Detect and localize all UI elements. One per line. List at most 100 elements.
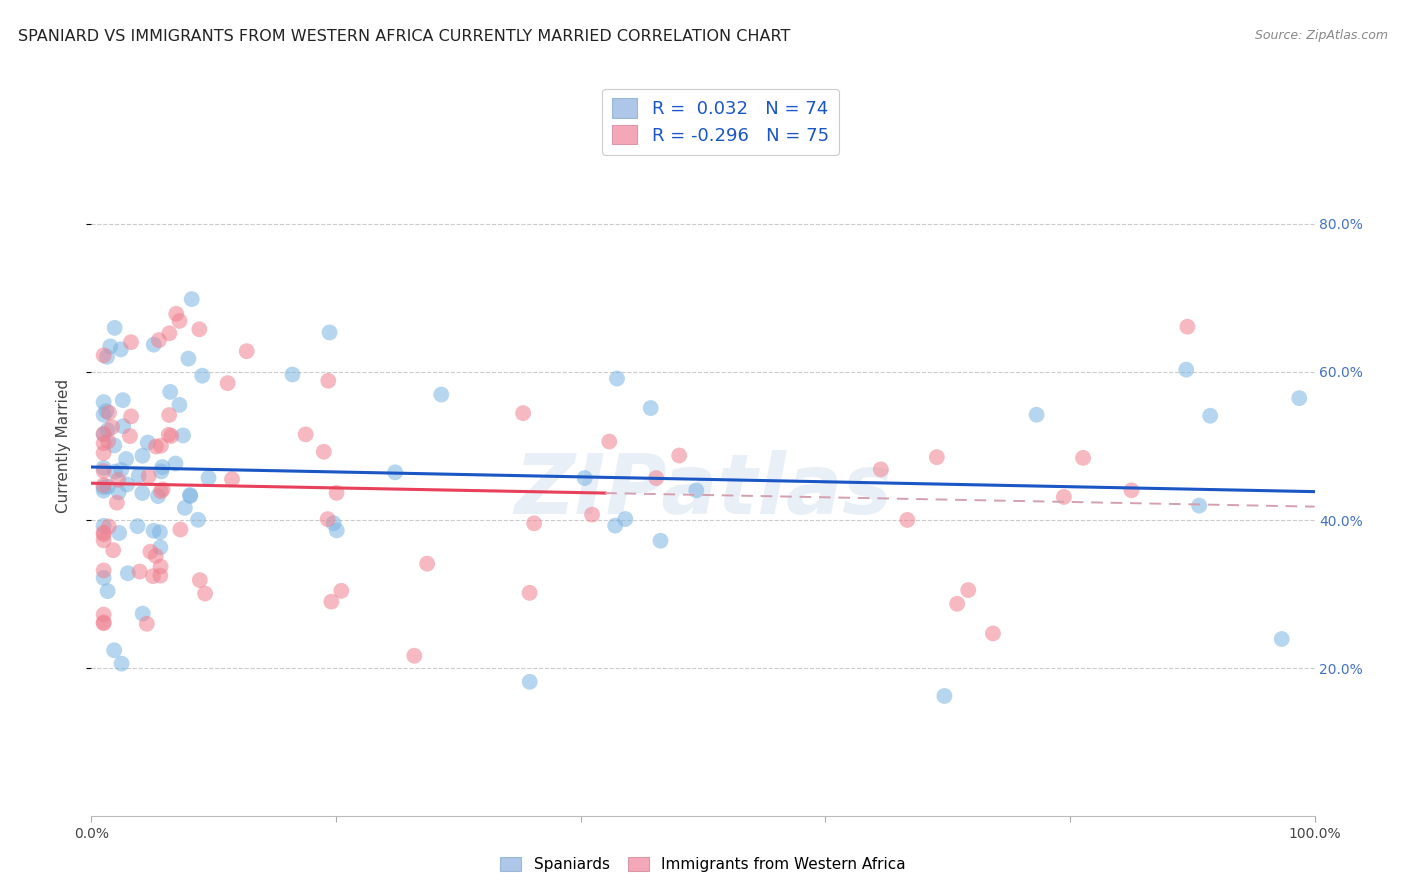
Point: [191, 368, 214, 383]
Point: [138, 469, 160, 483]
Point: [93, 478, 115, 492]
Point: [93, 395, 115, 409]
Point: [93, 348, 115, 362]
Point: [93, 518, 115, 533]
Point: [896, 513, 918, 527]
Point: [1071, 450, 1094, 465]
Point: [605, 518, 627, 533]
Point: [149, 525, 172, 540]
Point: [97, 479, 120, 493]
Point: [97, 519, 120, 533]
Point: [103, 438, 125, 452]
Point: [404, 648, 426, 663]
Point: [117, 566, 139, 581]
Point: [650, 533, 672, 548]
Point: [523, 516, 546, 531]
Point: [957, 583, 980, 598]
Point: [145, 440, 167, 454]
Point: [108, 526, 131, 541]
Point: [160, 429, 183, 443]
Point: [217, 376, 239, 391]
Point: [127, 519, 149, 533]
Point: [221, 472, 243, 486]
Point: [97, 584, 120, 599]
Point: [128, 468, 150, 483]
Point: [169, 314, 191, 328]
Point: [188, 322, 211, 336]
Point: [142, 524, 165, 538]
Point: [326, 524, 349, 538]
Point: [93, 426, 115, 441]
Point: [111, 393, 134, 408]
Point: [1053, 490, 1076, 504]
Point: [97, 423, 120, 437]
Point: [136, 435, 159, 450]
Point: [1199, 409, 1222, 423]
Point: [640, 401, 662, 415]
Point: [1271, 632, 1294, 646]
Point: [869, 462, 891, 476]
Point: [1177, 319, 1199, 334]
Point: [98, 406, 121, 420]
Point: [581, 508, 603, 522]
Point: [1025, 408, 1047, 422]
Point: [101, 420, 124, 434]
Point: [169, 398, 191, 412]
Point: [157, 326, 180, 341]
Point: [165, 307, 187, 321]
Point: [512, 406, 534, 420]
Point: [187, 513, 209, 527]
Point: [131, 449, 153, 463]
Text: ZIPatlas: ZIPatlas: [515, 450, 891, 531]
Point: [173, 500, 195, 515]
Point: [110, 343, 132, 357]
Point: [934, 689, 956, 703]
Point: [519, 586, 541, 600]
Point: [159, 384, 181, 399]
Point: [115, 452, 138, 467]
Point: [519, 674, 541, 689]
Point: [668, 449, 690, 463]
Y-axis label: Currently Married: Currently Married: [56, 379, 70, 513]
Point: [112, 419, 135, 434]
Point: [981, 626, 1004, 640]
Point: [180, 292, 202, 306]
Point: [128, 565, 150, 579]
Point: [139, 544, 162, 558]
Point: [131, 607, 153, 621]
Point: [150, 460, 173, 475]
Point: [142, 337, 165, 351]
Point: [179, 488, 201, 502]
Point: [93, 464, 115, 478]
Point: [294, 427, 316, 442]
Point: [118, 429, 141, 443]
Point: [384, 466, 406, 480]
Point: [107, 485, 129, 500]
Point: [105, 496, 128, 510]
Point: [177, 351, 200, 366]
Point: [614, 512, 637, 526]
Point: [325, 486, 347, 500]
Legend: Spaniards, Immigrants from Western Africa: Spaniards, Immigrants from Western Afric…: [492, 849, 914, 880]
Point: [93, 564, 115, 578]
Point: [316, 512, 339, 526]
Point: [135, 616, 157, 631]
Point: [194, 586, 217, 600]
Point: [107, 473, 129, 487]
Point: [146, 489, 169, 503]
Point: [148, 333, 170, 347]
Point: [103, 643, 125, 657]
Point: [606, 371, 628, 385]
Point: [598, 434, 620, 449]
Point: [93, 525, 115, 540]
Point: [110, 657, 132, 671]
Point: [93, 571, 115, 585]
Point: [142, 569, 165, 583]
Point: [149, 439, 172, 453]
Point: [93, 616, 115, 631]
Point: [1188, 499, 1211, 513]
Point: [172, 428, 194, 442]
Point: [93, 436, 115, 450]
Point: [149, 559, 172, 574]
Point: [97, 434, 120, 449]
